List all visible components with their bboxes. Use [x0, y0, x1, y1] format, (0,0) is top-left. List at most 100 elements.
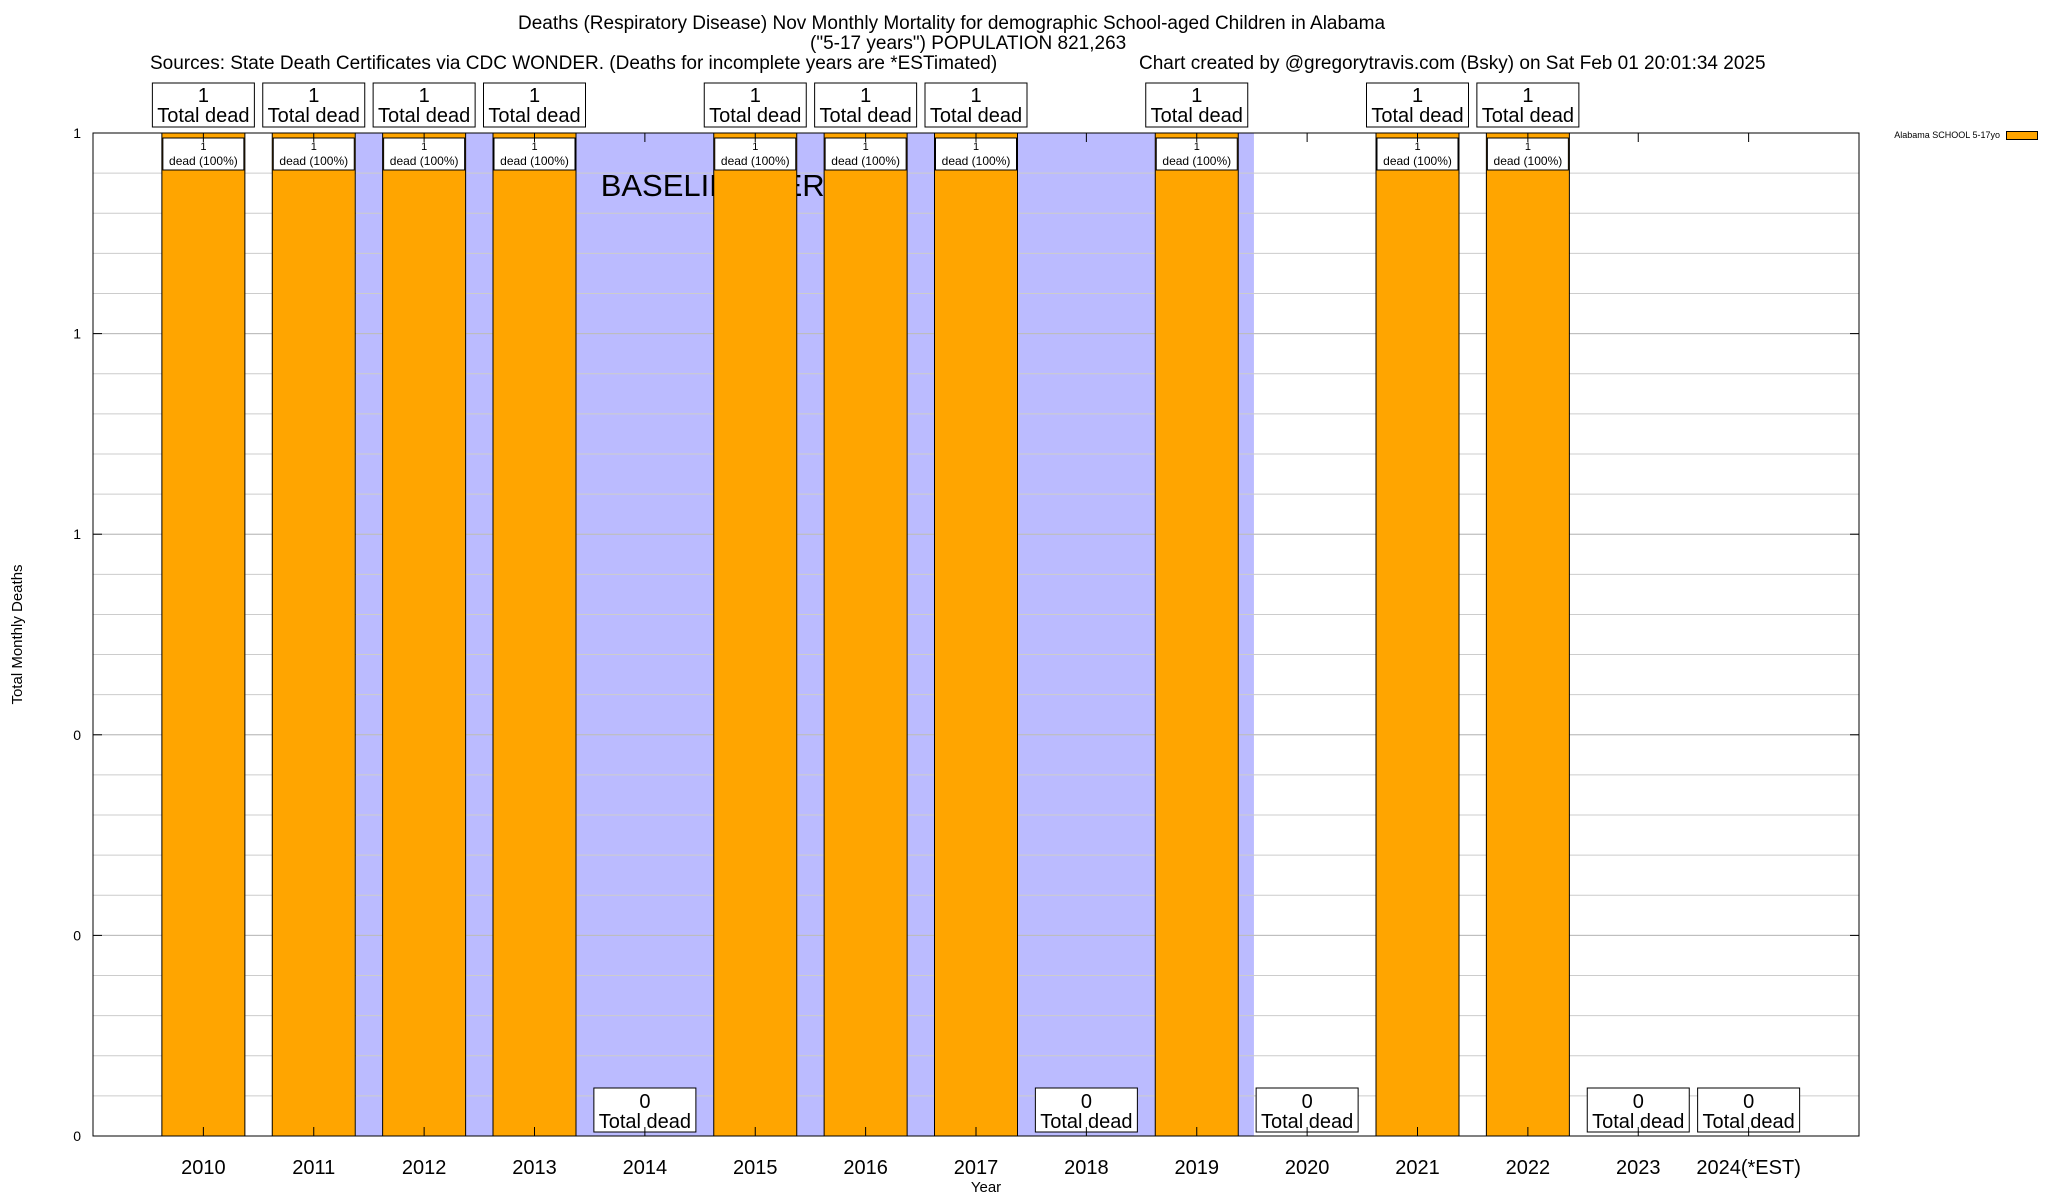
bar [713, 132, 798, 1137]
bar-label-text: dead (100%) [1162, 154, 1231, 168]
x-tick-label: 2012 [402, 1157, 447, 1179]
bar [1154, 132, 1239, 1137]
total-label-count: 1 [970, 85, 981, 107]
bar [823, 132, 908, 1137]
title-line-2: ("5-17 years") POPULATION 821,263 [810, 33, 1127, 54]
total-label-count: 1 [1191, 85, 1202, 107]
x-tick-label: 2021 [1395, 1157, 1440, 1179]
x-axis-label: Year [971, 1179, 1001, 1196]
bar-label-text: dead (100%) [1494, 154, 1563, 168]
total-label-count: 1 [198, 85, 209, 107]
total-label-text: Total dead [268, 105, 360, 127]
x-tick-label: 2019 [1175, 1157, 1220, 1179]
total-label-box [262, 82, 366, 128]
bar-label-text: dead (100%) [279, 154, 348, 168]
total-label-text: Total dead [1151, 105, 1243, 127]
total-label-box [1255, 1087, 1359, 1133]
bar [382, 132, 467, 1137]
total-label-text: Total dead [1040, 1111, 1132, 1133]
total-label-count: 0 [639, 1091, 650, 1113]
legend-label: Alabama SCHOOL 5-17yo [1894, 130, 2000, 140]
x-tick-label: 2011 [292, 1157, 335, 1179]
total-label-text: Total dead [1482, 105, 1574, 127]
bar-label-count: 1 [1414, 141, 1420, 153]
x-tick-label: 2015 [733, 1157, 778, 1179]
y-tick-label: 0 [73, 1128, 81, 1144]
plot-border [92, 132, 1860, 1137]
bar-label-text: dead (100%) [942, 154, 1011, 168]
bar-label-count: 1 [531, 141, 537, 153]
bar-label-count: 1 [1194, 141, 1200, 153]
total-label-text: Total dead [1592, 1111, 1684, 1133]
total-label-count: 0 [1302, 1091, 1313, 1113]
y-tick-label: 0 [73, 727, 81, 743]
total-label-box [483, 82, 586, 128]
bar-label-box [162, 137, 245, 171]
x-tick-label: 2020 [1285, 1157, 1330, 1179]
total-label-box [1145, 82, 1249, 128]
bar-label-box [1486, 137, 1569, 171]
bar-label-text: dead (100%) [500, 154, 569, 168]
total-label-box [372, 82, 476, 128]
legend: Alabama SCHOOL 5-17yo [1894, 130, 2038, 140]
total-label-count: 0 [1743, 1091, 1754, 1113]
total-label-text: Total dead [819, 105, 911, 127]
bar-label-count: 1 [311, 141, 317, 153]
credit-text: Chart created by @gregorytravis.com (Bsk… [1139, 53, 1766, 74]
total-label-count: 0 [1081, 1091, 1092, 1113]
bar-label-box [935, 137, 1017, 171]
total-label-text: Total dead [599, 1111, 691, 1133]
total-label-text: Total dead [1371, 105, 1463, 127]
bar-label-count: 1 [973, 141, 979, 153]
bar-label-count: 1 [752, 141, 758, 153]
total-label-count: 1 [1522, 85, 1533, 107]
bar-label-count: 1 [1525, 141, 1531, 153]
bar-label-box [1376, 137, 1459, 171]
bar-label-box [493, 137, 576, 171]
total-label-box [1476, 82, 1580, 128]
bar-label-box [1155, 137, 1238, 171]
bar [271, 132, 356, 1137]
bar [161, 132, 246, 1137]
bar [1375, 132, 1460, 1137]
x-tick-label: 2016 [843, 1157, 888, 1179]
x-tick-label: 2024(*EST) [1696, 1157, 1801, 1179]
x-tick-label: 2013 [512, 1157, 557, 1179]
bar-label-text: dead (100%) [721, 154, 790, 168]
bar-label-count: 1 [421, 141, 427, 153]
bar [492, 132, 577, 1137]
total-label-count: 1 [750, 85, 761, 107]
total-label-count: 1 [529, 85, 540, 107]
y-tick-label: 0 [73, 927, 81, 943]
bar-label-box [714, 137, 797, 171]
x-tick-label: 2023 [1616, 1157, 1661, 1179]
total-label-box [1366, 82, 1469, 128]
y-tick-label: 1 [73, 526, 81, 542]
total-label-box [1697, 1087, 1801, 1133]
x-tick-label: 2014 [623, 1157, 668, 1179]
bar [934, 132, 1018, 1137]
total-label-box [703, 82, 807, 128]
bar-label-text: dead (100%) [169, 154, 238, 168]
total-label-box [814, 82, 918, 128]
x-tick-label: 2017 [954, 1157, 999, 1179]
total-label-text: Total dead [709, 105, 801, 127]
total-label-count: 1 [860, 85, 871, 107]
y-tick-label: 1 [73, 326, 81, 342]
y-axis-label: Total Monthly Deaths [9, 564, 26, 704]
total-label-text: Total dead [488, 105, 580, 127]
total-label-count: 1 [308, 85, 319, 107]
total-label-text: Total dead [1702, 1111, 1794, 1133]
total-label-box [1586, 1087, 1690, 1133]
baseline-period-band [355, 133, 1254, 1136]
total-label-text: Total dead [157, 105, 249, 127]
x-tick-label: 2010 [181, 1157, 226, 1179]
total-label-count: 1 [419, 85, 430, 107]
sources-text: Sources: State Death Certificates via CD… [150, 53, 998, 74]
x-tick-label: 2022 [1506, 1157, 1551, 1179]
y-tick-label: 1 [73, 125, 81, 141]
total-label-text: Total dead [378, 105, 470, 127]
total-label-box [593, 1087, 697, 1133]
bar-label-text: dead (100%) [390, 154, 459, 168]
